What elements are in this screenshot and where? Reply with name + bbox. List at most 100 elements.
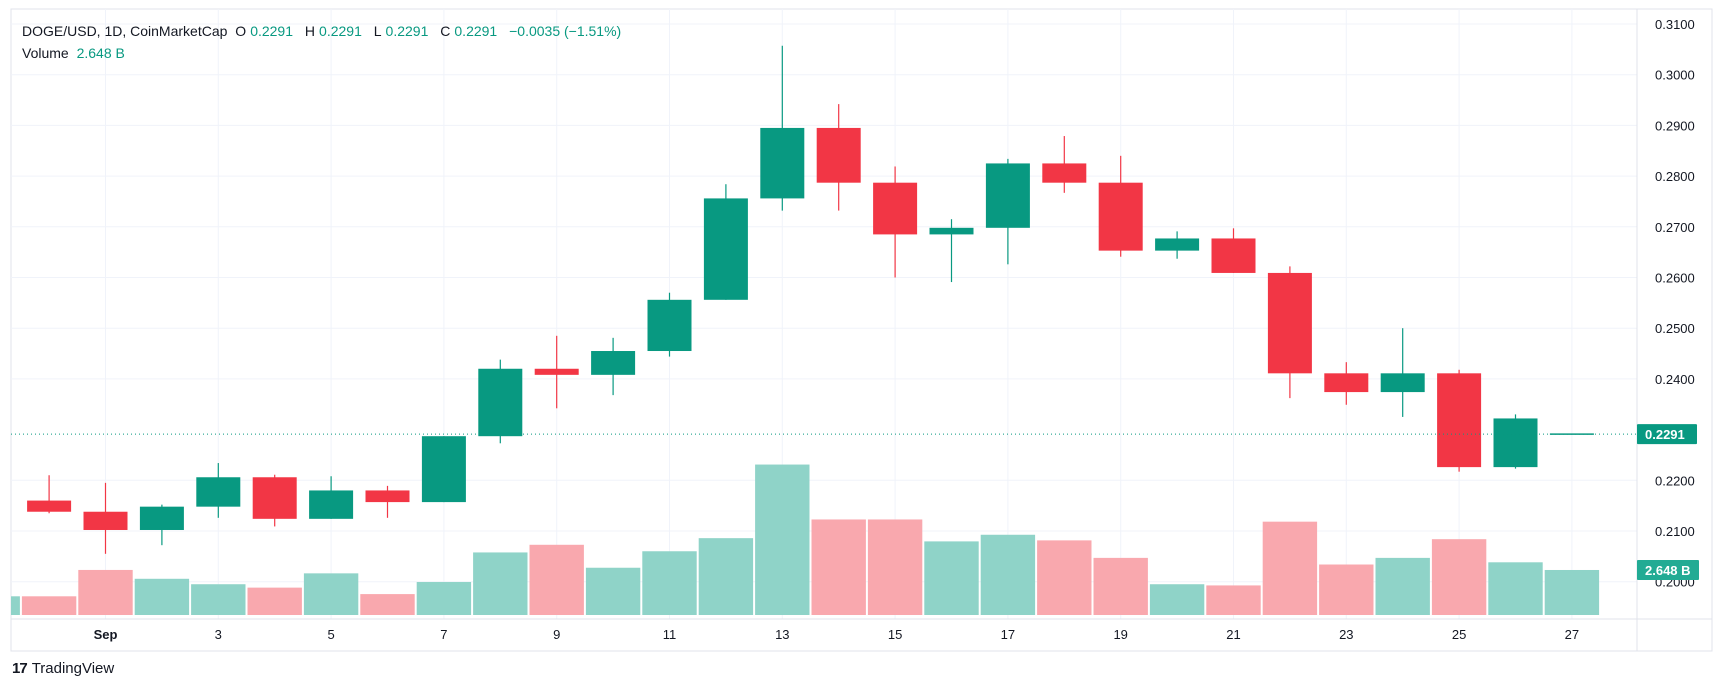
candle-body <box>1493 418 1538 468</box>
x-tick-label: 9 <box>553 627 560 642</box>
last-price-badge <box>1637 424 1697 445</box>
y-tick-label: 0.2700 <box>1655 220 1695 235</box>
candle-body <box>760 127 805 199</box>
volume-bar <box>360 594 415 615</box>
y-tick-label: 0.3100 <box>1655 17 1695 32</box>
close-value: C 0.2291 <box>440 23 498 39</box>
candle-body <box>816 127 861 183</box>
x-tick-label: 13 <box>775 627 789 642</box>
candle-body <box>591 351 636 375</box>
volume-bar <box>416 582 472 615</box>
candle-body <box>703 198 748 300</box>
volume-bar <box>191 584 246 615</box>
volume-bar <box>21 596 77 615</box>
x-tick-label: 5 <box>327 627 334 642</box>
plot-area <box>11 9 1637 619</box>
chart-border <box>10 8 1713 652</box>
tradingview-logo-icon: 17 <box>12 660 28 677</box>
volume-bar <box>247 587 302 615</box>
last-volume-label: 2.648 B <box>1645 563 1691 578</box>
y-tick-label: 0.3000 <box>1655 68 1695 83</box>
x-tick-label: 3 <box>215 627 222 642</box>
symbol-label: DOGE/USD, 1D, CoinMarketCap <box>22 23 228 39</box>
y-tick-label: 0.2500 <box>1655 321 1695 336</box>
volume-bar <box>303 573 359 615</box>
ohlc-row: DOGE/USD, 1D, CoinMarketCap O 0.2291 H 0.2… <box>22 20 625 42</box>
volume-bar <box>78 569 133 615</box>
candle-body <box>478 368 523 437</box>
volume-value: 2.648 B <box>76 45 125 61</box>
x-tick-label: 25 <box>1452 627 1466 642</box>
x-tick-label: 15 <box>888 627 902 642</box>
volume-bar <box>1431 539 1487 615</box>
volume-bar <box>1544 569 1600 615</box>
candle-body <box>929 227 974 235</box>
last-price-label: 0.2291 <box>1645 427 1685 442</box>
volume-bar <box>1375 557 1430 615</box>
candle-body <box>873 182 918 235</box>
candle-body <box>534 368 579 375</box>
volume-row: Volume 2.648 B <box>22 42 625 64</box>
candle-body <box>985 163 1030 228</box>
volume-bar <box>1262 521 1318 615</box>
tradingview-brand[interactable]: 17 TradingView <box>12 660 114 677</box>
volume-bar <box>1206 585 1261 615</box>
candle-body <box>252 477 297 519</box>
candle-body <box>309 490 354 519</box>
candle-body <box>1324 373 1369 393</box>
y-tick-label: 0.2400 <box>1655 372 1695 387</box>
volume-bar <box>1488 562 1543 615</box>
x-tick-label: 11 <box>663 627 677 642</box>
y-tick-label: 0.2900 <box>1655 118 1695 133</box>
volume-bar <box>473 552 528 615</box>
x-tick-label: Sep <box>94 627 118 642</box>
candle-body <box>1098 182 1143 251</box>
candle-body <box>27 500 72 512</box>
volume-bar <box>924 541 979 615</box>
high-value: H 0.2291 <box>304 23 362 39</box>
volume-bar <box>1149 584 1205 615</box>
candle-body <box>1437 373 1482 468</box>
brand-name: TradingView <box>31 660 115 677</box>
open-value: O 0.2291 <box>235 23 294 39</box>
candle-body <box>1267 272 1312 374</box>
change-value: −0.0035 (−1.51%) <box>509 23 622 39</box>
volume-bar <box>1037 540 1092 615</box>
y-tick-label: 0.2800 <box>1655 169 1695 184</box>
candle-body <box>1042 163 1087 183</box>
volume-bar <box>642 551 697 615</box>
x-tick-label: 17 <box>1001 627 1015 642</box>
volume-label: Volume <box>22 45 69 61</box>
candle-body <box>647 299 692 352</box>
y-tick-label: 0.2100 <box>1655 524 1695 539</box>
volume-bar <box>698 538 754 615</box>
volume-bar <box>529 544 584 615</box>
candle-body <box>1380 373 1425 393</box>
volume-bar <box>134 578 190 615</box>
x-tick-label: 27 <box>1565 627 1579 642</box>
volume-bar <box>755 464 810 615</box>
candle-body <box>196 477 241 507</box>
candle-body <box>1155 238 1200 251</box>
volume-bar <box>980 534 1036 615</box>
low-value: L 0.2291 <box>373 23 429 39</box>
y-tick-label: 0.2600 <box>1655 271 1695 286</box>
last-volume-badge <box>1637 559 1699 580</box>
volume-bar <box>811 519 866 615</box>
candle-body <box>83 511 128 530</box>
volume-bar <box>1319 564 1374 615</box>
x-tick-label: 23 <box>1339 627 1353 642</box>
volume-bar <box>867 519 923 615</box>
candle-body <box>365 490 410 503</box>
candle-body <box>139 506 184 530</box>
x-tick-label: 7 <box>440 627 447 642</box>
candle-body <box>1211 238 1256 273</box>
candle-body <box>421 436 466 503</box>
volume-bar <box>585 567 641 615</box>
chart-legend: DOGE/USD, 1D, CoinMarketCap O 0.2291 H 0.2… <box>22 20 625 64</box>
volume-bar <box>11 596 20 615</box>
volume-bar <box>1093 557 1148 615</box>
x-tick-label: 21 <box>1226 627 1240 642</box>
y-tick-label: 0.2200 <box>1655 473 1695 488</box>
